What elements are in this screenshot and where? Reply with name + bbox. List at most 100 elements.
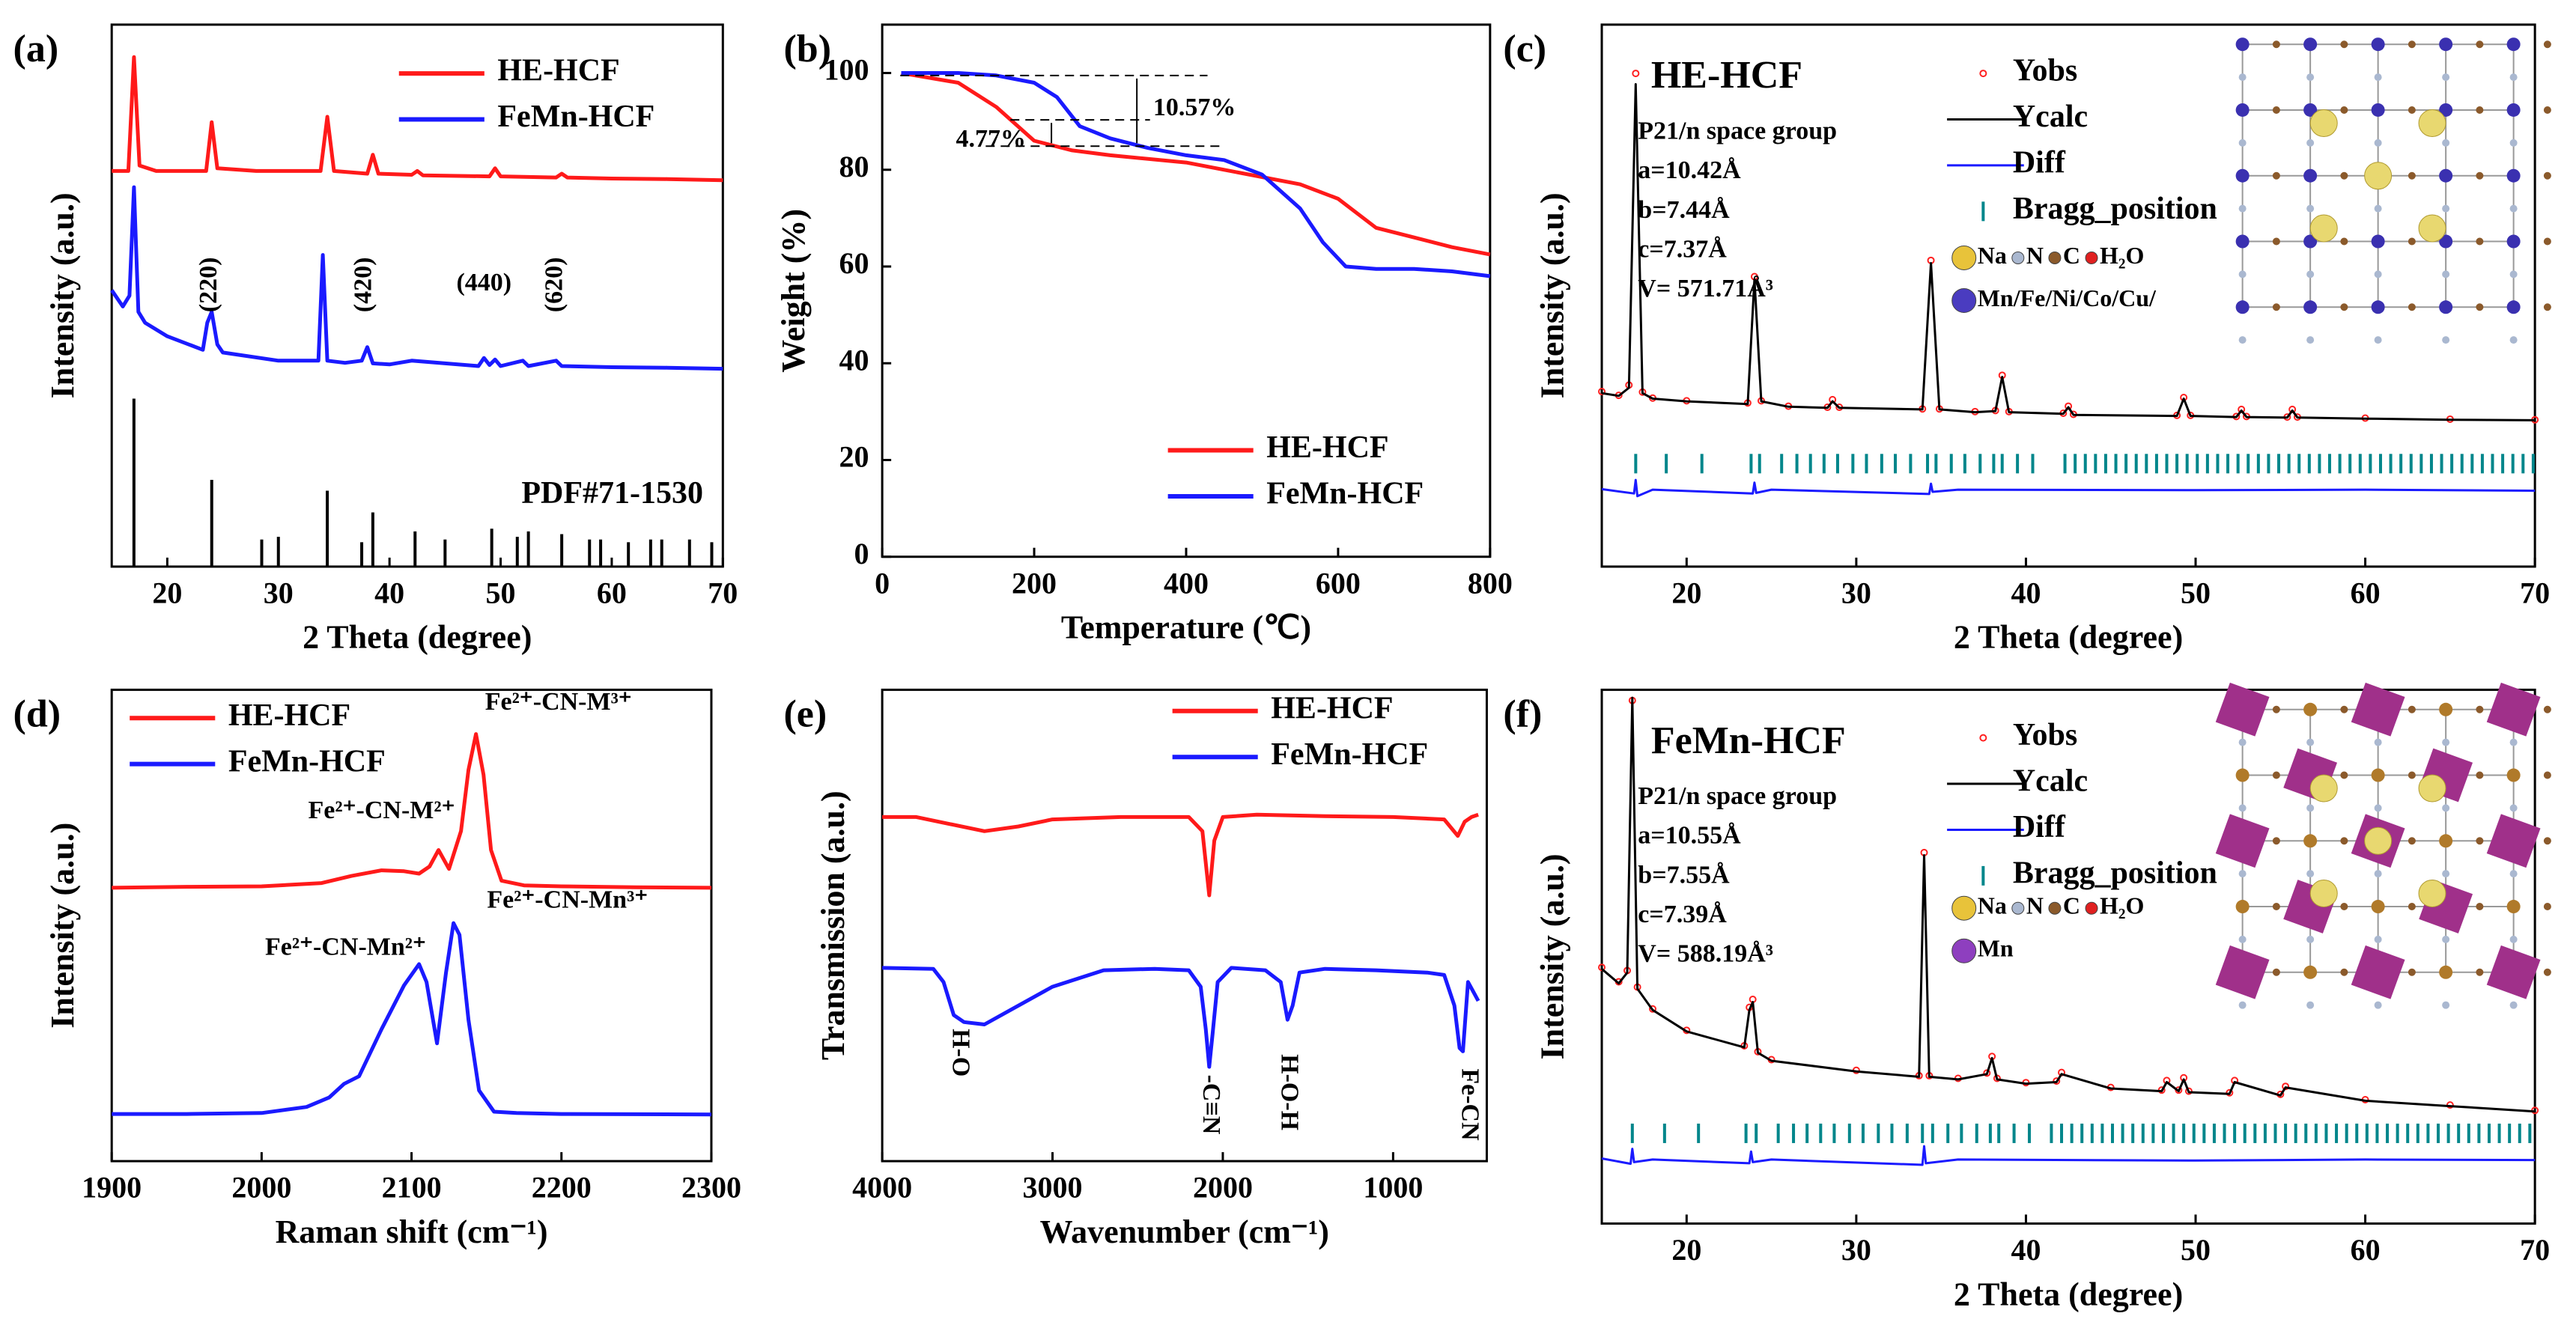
x-tick-label: 60 [597, 576, 627, 610]
annotation: -C≡N [1197, 1075, 1225, 1135]
species-dot [2085, 251, 2098, 264]
metal-site [2439, 834, 2453, 848]
structure-info: V= 571.71Å³ [1638, 275, 1773, 302]
sample-name: HE-HCF [1651, 54, 1802, 97]
ligand [2476, 705, 2484, 713]
metal-site [2506, 234, 2521, 249]
ligand [2340, 771, 2348, 779]
ligand [2543, 303, 2551, 311]
ligand [2476, 303, 2484, 311]
metal-site [2303, 103, 2318, 117]
y-tick-label: 40 [839, 343, 869, 377]
octahedron [2215, 682, 2270, 737]
octahedron [2351, 945, 2405, 999]
panel: (f) 2 Theta (degree) Intensity (a.u.) 20 30 4… [1503, 682, 2551, 1312]
ligand [2340, 106, 2348, 114]
annotation: Fe-CN [1456, 1068, 1484, 1141]
metal-site [2235, 768, 2250, 782]
x-tick-label: 30 [1841, 576, 1871, 610]
legend-label: Diff [2013, 810, 2066, 844]
y-axis-label: Intensity (a.u.) [1534, 192, 1571, 398]
legend-label: HE-HCF [228, 698, 350, 733]
metal-site [2371, 234, 2385, 249]
x-tick-label: 2000 [1193, 1171, 1253, 1205]
ligand [2272, 237, 2280, 246]
obs-point [2238, 405, 2246, 413]
ligand [2306, 138, 2315, 147]
ligand [2374, 804, 2382, 812]
ligand [2238, 738, 2247, 746]
x-axis-label: Temperature (℃) [1061, 609, 1311, 646]
na-site [2364, 162, 2393, 190]
legend-label: Diff [2013, 146, 2066, 180]
metal-site [2506, 168, 2521, 183]
na-site [2309, 214, 2338, 243]
octahedron [2486, 945, 2541, 999]
ligand [2509, 1001, 2518, 1009]
octahedron [2215, 945, 2270, 999]
legend-label: FeMn-HCF [1266, 477, 1424, 511]
ligand [2476, 171, 2484, 180]
metal-site [2506, 900, 2521, 914]
ligand [2476, 40, 2484, 49]
species-label: H₂O [2100, 892, 2144, 919]
plot-frame [110, 23, 724, 568]
ligand [2543, 237, 2551, 246]
ligand [2306, 870, 2315, 878]
panel-label: (e) [783, 693, 827, 736]
x-tick-label: 70 [2520, 1233, 2550, 1267]
annotation: (220) [195, 258, 222, 313]
x-tick-label: 1000 [1363, 1171, 1423, 1205]
structure-info: V= 588.19Å³ [1638, 940, 1773, 968]
structure-info: P21/n space group [1638, 782, 1837, 810]
ligand [2340, 705, 2348, 713]
x-tick-label: 50 [2181, 576, 2211, 610]
panel-label: (a) [13, 28, 59, 70]
legend-label: FeMn-HCF [1271, 737, 1428, 772]
ligand [2374, 73, 2382, 82]
obs-point [2053, 1077, 2061, 1085]
ligand [2374, 270, 2382, 278]
metal-site [2235, 900, 2250, 914]
ligand [2238, 935, 2247, 943]
y-tick-label: 60 [839, 246, 869, 280]
x-tick-label: 20 [152, 576, 182, 610]
ligand [2374, 336, 2382, 344]
ligand [2408, 968, 2416, 976]
x-tick-label: 600 [1316, 566, 1361, 600]
ligand [2238, 870, 2247, 878]
structure-info: c=7.37Å [1638, 235, 1727, 263]
annotation: Fe²⁺-CN-Mn³⁺ [487, 886, 648, 914]
ligand [2408, 771, 2416, 779]
ligand [2509, 870, 2518, 878]
metal-site [2303, 834, 2318, 848]
ligand [2306, 804, 2315, 812]
ligand [2543, 40, 2551, 49]
species-dot [1951, 287, 1977, 313]
na-site [2309, 774, 2338, 803]
metal-site [2235, 234, 2250, 249]
structure-info: a=10.42Å [1638, 156, 1741, 184]
annotation: (420) [349, 258, 377, 313]
na-site [2418, 109, 2446, 138]
ligand [2442, 870, 2450, 878]
species-dot [1951, 895, 1977, 921]
species-dot [2011, 251, 2025, 264]
species-dot [1951, 245, 1977, 270]
ligand [2408, 705, 2416, 713]
legend-dot [1979, 734, 1987, 742]
y-axis-label: Weight (%) [775, 209, 812, 373]
annotation: (620) [541, 258, 568, 313]
metal-site [2303, 965, 2318, 979]
annotation: 4.77% [956, 125, 1026, 153]
ligand [2509, 73, 2518, 82]
x-tick-label: 70 [708, 576, 738, 610]
ligand [2238, 1001, 2247, 1009]
x-tick-label: 2000 [231, 1171, 291, 1205]
ligand [2306, 336, 2315, 344]
plot-frame [881, 688, 1488, 1163]
ligand [2340, 837, 2348, 845]
x-tick-label: 40 [2011, 576, 2041, 610]
structure-info: c=7.39Å [1638, 901, 1727, 928]
annotation: Fe²⁺-CN-Mn²⁺ [265, 934, 426, 961]
